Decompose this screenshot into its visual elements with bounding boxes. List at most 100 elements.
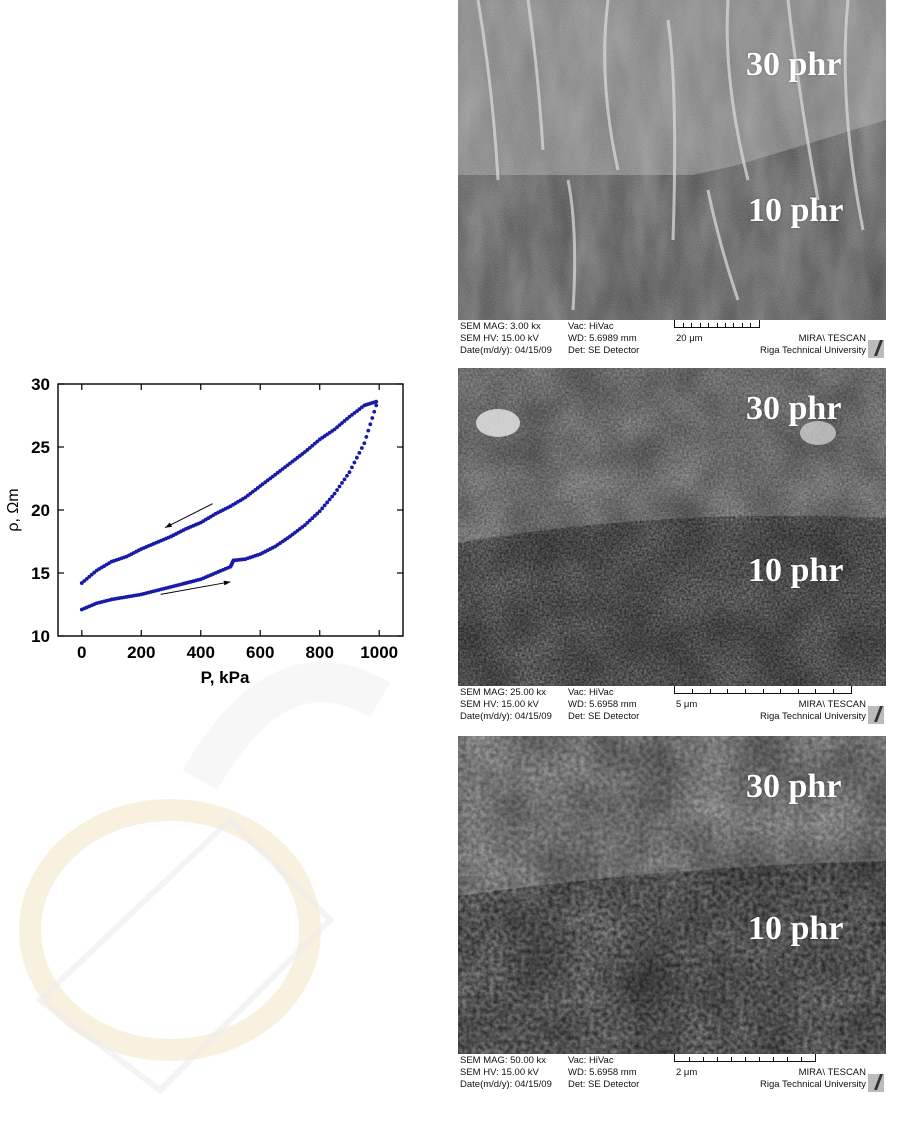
x-tick-label: 600 bbox=[246, 643, 274, 662]
data-point bbox=[315, 511, 320, 516]
sem-info-bar-3: SEM MAG: 50.00 kx SEM HV: 15.00 kV Date(… bbox=[458, 1054, 886, 1096]
sem-vac: Vac: HiVac bbox=[568, 321, 614, 332]
data-point bbox=[315, 439, 320, 444]
data-point bbox=[335, 488, 339, 492]
y-tick-label: 30 bbox=[31, 375, 50, 394]
data-point bbox=[92, 570, 97, 575]
data-point bbox=[79, 581, 84, 585]
data-point bbox=[94, 568, 99, 573]
data-point bbox=[372, 409, 377, 414]
data-point bbox=[350, 465, 354, 470]
sem-info-bar-1: SEM MAG: 3.00 kx SEM HV: 15.00 kV Date(m… bbox=[458, 320, 886, 362]
y-tick-label: 25 bbox=[31, 438, 50, 457]
chart-svg: 0 200 400 600 800 1000 10 15 20 25 30 P, kPa ρ, Ωm bbox=[5, 375, 404, 687]
scale-label: 2 μm bbox=[676, 1067, 698, 1078]
data-point bbox=[337, 423, 342, 428]
data-point bbox=[347, 414, 352, 419]
university-name: Riga Technical University bbox=[760, 711, 866, 722]
university-name: MIRA\ TESCAN bbox=[798, 699, 866, 710]
sem-hv: SEM HV: 15.00 kV bbox=[460, 699, 539, 710]
data-point bbox=[317, 437, 322, 442]
y-tick-label: 20 bbox=[31, 501, 50, 520]
sem-det: Det: SE Detector bbox=[568, 711, 640, 722]
series-1 bbox=[79, 403, 379, 612]
sem-hv: SEM HV: 15.00 kV bbox=[460, 1067, 539, 1078]
x-tick-label: 0 bbox=[77, 643, 86, 662]
data-point bbox=[330, 494, 335, 499]
data-point bbox=[332, 491, 337, 496]
data-point bbox=[87, 574, 92, 579]
data-point bbox=[370, 416, 375, 420]
sem-det: Det: SE Detector bbox=[568, 345, 640, 356]
data-point bbox=[340, 421, 344, 425]
data-point bbox=[335, 425, 339, 430]
data-point bbox=[82, 579, 87, 583]
y-tick-label: 10 bbox=[31, 627, 50, 646]
instrument-name: MIRA\ TESCAN bbox=[798, 333, 866, 344]
data-point bbox=[345, 473, 349, 478]
data-point bbox=[359, 446, 364, 450]
sem-hv: SEM HV: 15.00 kV bbox=[460, 333, 539, 344]
data-point bbox=[364, 435, 369, 439]
tescan-logo-icon bbox=[868, 1074, 884, 1092]
scale-bar bbox=[674, 1054, 816, 1062]
scale-label: 5 μm bbox=[676, 699, 698, 710]
data-point bbox=[307, 445, 312, 450]
data-point bbox=[340, 481, 344, 485]
x-tick-label: 400 bbox=[187, 643, 215, 662]
scale-bar bbox=[674, 320, 760, 328]
data-point bbox=[337, 484, 342, 489]
sem-mag: SEM MAG: 25.00 kx bbox=[460, 687, 547, 698]
sem-image-1: 30 phr 10 phr bbox=[458, 0, 886, 320]
data-point bbox=[312, 441, 317, 446]
data-point bbox=[362, 441, 367, 446]
tescan-logo-icon bbox=[868, 340, 884, 358]
y-tick-label: 15 bbox=[31, 564, 50, 583]
data-point bbox=[320, 506, 325, 511]
y-axis-label: ρ, Ωm bbox=[5, 488, 22, 531]
data-point bbox=[312, 513, 317, 518]
series-2 bbox=[79, 399, 379, 585]
sem-vac: Vac: HiVac bbox=[568, 1055, 614, 1066]
data-point bbox=[355, 455, 359, 460]
data-point bbox=[374, 403, 379, 408]
data-point bbox=[310, 443, 315, 448]
data-point bbox=[322, 503, 327, 508]
data-point bbox=[342, 477, 347, 482]
data-point bbox=[352, 460, 357, 465]
data-point bbox=[310, 516, 315, 521]
scale-label: 20 μm bbox=[676, 333, 703, 344]
sem-image-3: 30 phr 10 phr bbox=[458, 736, 886, 1054]
label-10-phr: 10 phr bbox=[748, 910, 844, 947]
university-name: Riga Technical University bbox=[760, 345, 866, 356]
sem-date: Date(m/d/y): 04/15/09 bbox=[460, 345, 552, 356]
data-point bbox=[357, 450, 362, 455]
label-30-phr: 30 phr bbox=[746, 768, 842, 805]
data-point bbox=[307, 518, 312, 523]
sem-mag: SEM MAG: 50.00 kx bbox=[460, 1055, 547, 1066]
x-tick-label: 1000 bbox=[360, 643, 398, 662]
sem-mag: SEM MAG: 3.00 kx bbox=[460, 321, 541, 332]
x-tick-label: 200 bbox=[127, 643, 155, 662]
sem-image-2: 30 phr 10 phr bbox=[458, 368, 886, 686]
data-point bbox=[347, 470, 352, 475]
data-point bbox=[305, 520, 310, 525]
label-10-phr: 10 phr bbox=[748, 192, 844, 229]
university-name: Riga Technical University bbox=[760, 1079, 866, 1090]
data-point bbox=[342, 419, 347, 423]
data-point bbox=[317, 509, 322, 514]
x-tick-label: 800 bbox=[306, 643, 334, 662]
tescan-logo-icon bbox=[868, 706, 884, 724]
scale-bar bbox=[674, 686, 852, 694]
sem-det: Det: SE Detector bbox=[568, 1079, 640, 1090]
sem-wd: WD: 5.6958 mm bbox=[568, 699, 637, 710]
data-point bbox=[305, 448, 310, 452]
plot-frame bbox=[57, 383, 404, 637]
label-30-phr: 30 phr bbox=[746, 46, 842, 83]
sem-wd: WD: 5.6989 mm bbox=[568, 333, 637, 344]
unloading-arrow-icon bbox=[164, 503, 213, 529]
data-point bbox=[366, 428, 371, 433]
sem-vac: Vac: HiVac bbox=[568, 687, 614, 698]
sem-date: Date(m/d/y): 04/15/09 bbox=[460, 711, 552, 722]
label-10-phr: 10 phr bbox=[748, 552, 844, 589]
